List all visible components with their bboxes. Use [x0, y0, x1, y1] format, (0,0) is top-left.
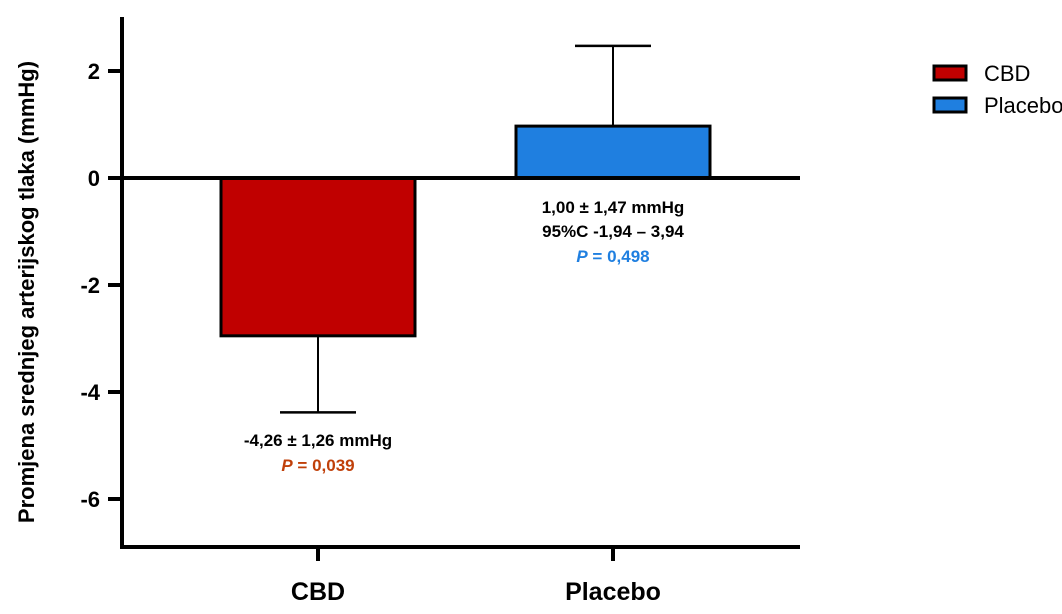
annotation-cbd: -4,26 ± 1,26 mmHg P = 0,039 [244, 431, 392, 475]
bar-placebo [514, 124, 712, 180]
annotation-placebo-mean: 1,00 ± 1,47 mmHg [542, 198, 685, 217]
annotation-placebo-p-value: P = 0,498 [576, 247, 649, 266]
legend-label-cbd: CBD [984, 61, 1030, 86]
p-value: = 0,498 [588, 247, 650, 266]
plot-area: 2 0 -2 -4 -6 CBD Placebo [80, 17, 800, 606]
y-tick-label: 0 [88, 166, 100, 191]
legend-swatch-cbd [932, 64, 968, 82]
annotation-placebo-ci: 95%C -1,94 – 3,94 [542, 222, 684, 241]
p-letter: P [576, 247, 588, 266]
y-tick-label: -2 [80, 273, 100, 298]
x-tick-label-placebo: Placebo [565, 578, 661, 606]
p-letter: P [281, 456, 293, 475]
annotation-cbd-p-value: P = 0,039 [281, 456, 354, 475]
annotation-placebo: 1,00 ± 1,47 mmHg 95%C -1,94 – 3,94 P = 0… [542, 198, 685, 266]
annotation-cbd-mean: -4,26 ± 1,26 mmHg [244, 431, 392, 450]
p-value: = 0,039 [293, 456, 355, 475]
legend-swatch-placebo [932, 96, 968, 114]
y-tick-label: 2 [88, 59, 100, 84]
y-axis-title: Promjena srednjeg arterijskog tlaka (mmH… [14, 61, 39, 523]
y-tick-label: -4 [80, 380, 100, 405]
legend-label-placebo: Placebo [984, 93, 1062, 118]
x-tick-label-cbd: CBD [291, 578, 345, 606]
legend: CBD Placebo [932, 61, 1062, 118]
y-tick-label: -6 [80, 487, 100, 512]
bar-cbd [219, 176, 417, 338]
